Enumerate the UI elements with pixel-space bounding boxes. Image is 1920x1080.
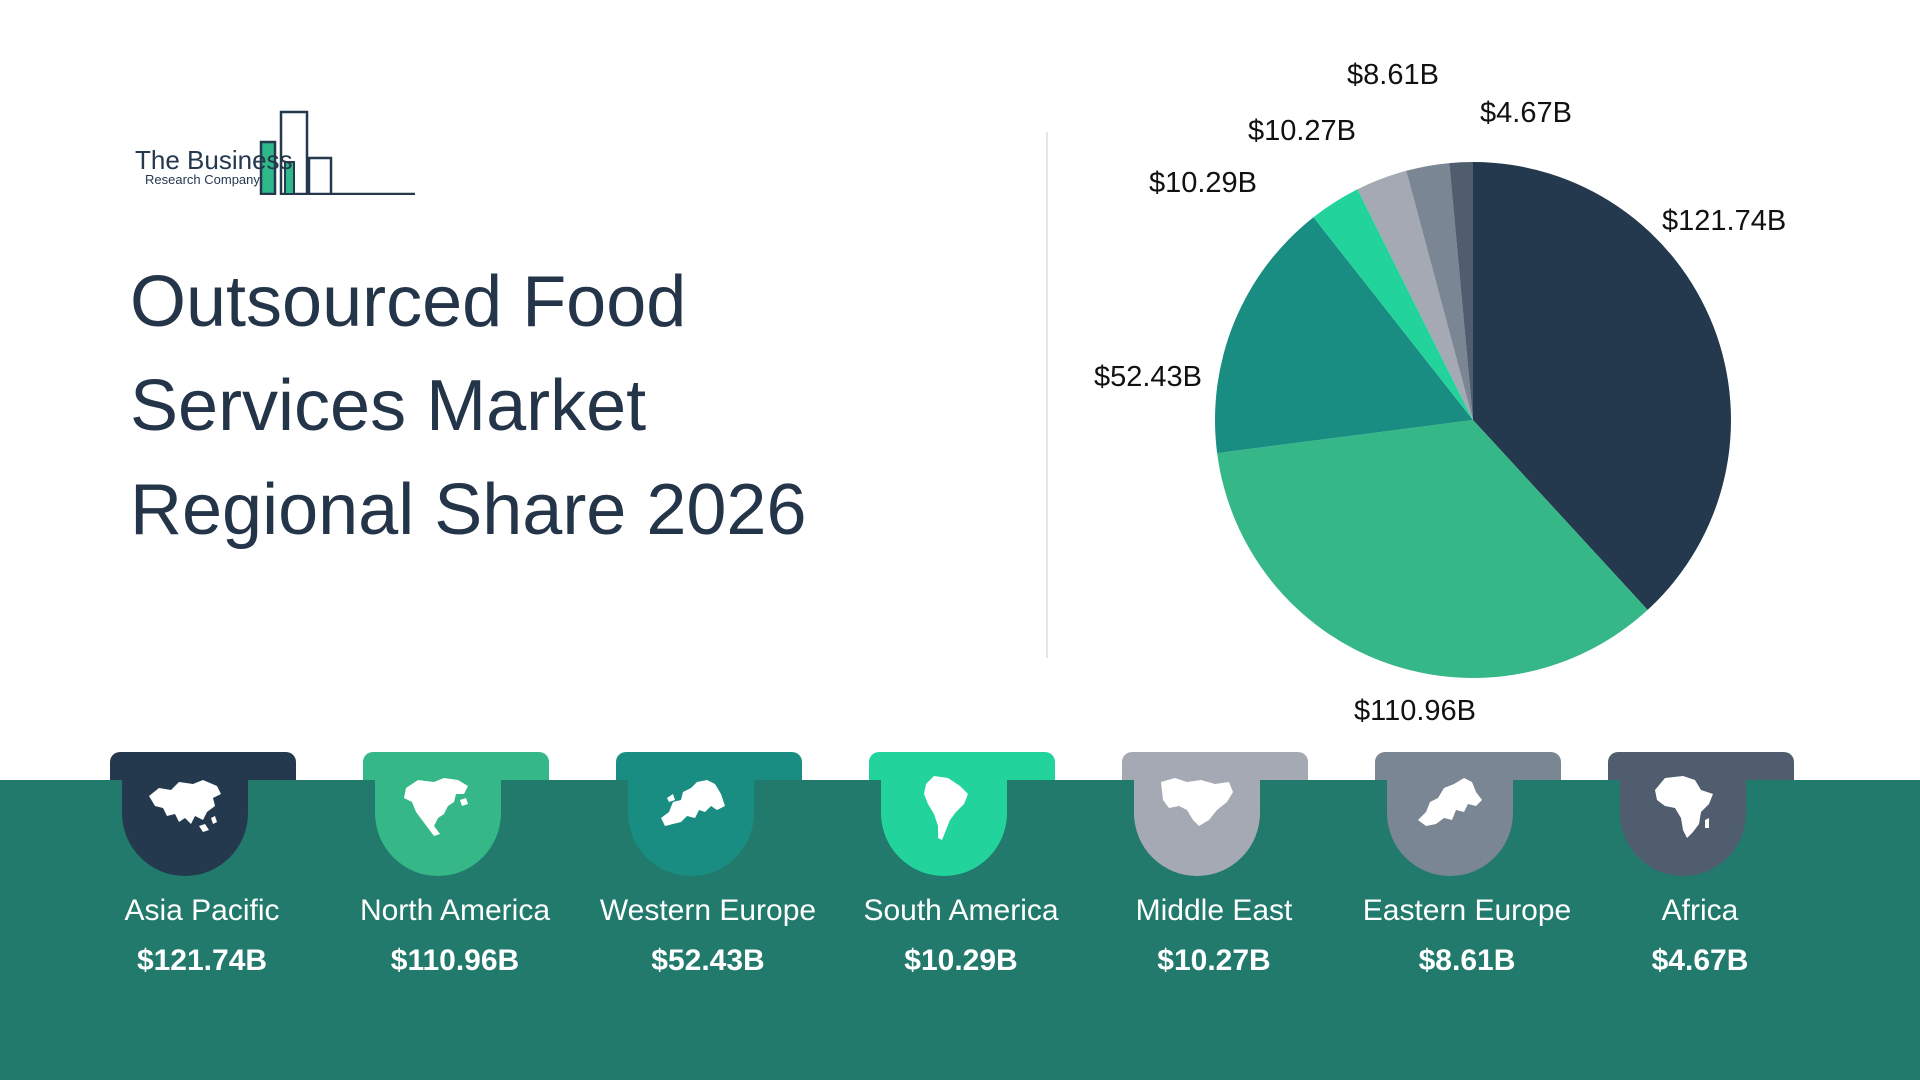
western-europe-map-icon xyxy=(661,780,725,826)
pie-chart: $121.74B $110.96B $52.43B $10.29B $10.27B $8.… xyxy=(1094,59,1786,727)
pie-label-eastern-europe: $8.61B xyxy=(1347,59,1439,91)
pie-slice-south-america xyxy=(1313,189,1473,420)
pie-label-north-america: $110.96B xyxy=(1354,695,1476,727)
region-value: $121.74B xyxy=(136,944,268,977)
region-badge xyxy=(375,752,501,876)
asia-map-icon xyxy=(149,780,221,832)
region-card-western-europe: Western Europe $52.43B xyxy=(583,752,833,1002)
title-line-1: Outsourced Food xyxy=(130,262,687,342)
company-logo: The Business Research Company xyxy=(133,110,418,195)
region-value: $10.29B xyxy=(904,944,1018,977)
pie-label-south-america: $10.29B xyxy=(1149,167,1257,199)
page-title: Outsourced Food Services Market Regional… xyxy=(130,250,890,562)
region-value: $110.96B xyxy=(390,944,520,977)
south-america-map-icon xyxy=(924,776,968,840)
pie-label-middle-east: $10.27B xyxy=(1248,115,1356,147)
title-line-2: Services Market xyxy=(130,366,647,446)
title-line-3: Regional Share 2026 xyxy=(130,470,807,550)
logo-tagline: Research Company xyxy=(145,172,260,187)
region-name: South America xyxy=(863,894,1059,927)
region-name: Asia Pacific xyxy=(124,894,280,927)
region-value: $4.67B xyxy=(1651,944,1749,977)
middle-east-map-icon xyxy=(1161,778,1233,826)
pie-slice-north-america xyxy=(1217,420,1648,678)
region-name: North America xyxy=(359,894,551,927)
region-badge xyxy=(1387,752,1513,876)
region-card-eastern-europe: Eastern Europe $8.61B xyxy=(1342,752,1592,1002)
region-badge xyxy=(1134,752,1260,876)
africa-map-icon xyxy=(1655,776,1713,838)
region-value: $10.27B xyxy=(1157,944,1271,977)
region-card-asia-pacific: Asia Pacific $121.74B xyxy=(77,752,327,1002)
region-card-north-america: North America $110.96B xyxy=(330,752,580,1002)
region-card-africa: Africa $4.67B xyxy=(1575,752,1825,1002)
region-badge xyxy=(881,752,1007,876)
pie-label-western-europe: $52.43B xyxy=(1094,361,1202,393)
north-america-map-icon xyxy=(404,778,468,836)
eastern-europe-map-icon xyxy=(1418,778,1482,826)
logo-name: The Business xyxy=(135,145,293,175)
region-badge xyxy=(628,752,754,876)
pie-slice-middle-east xyxy=(1357,170,1473,420)
pie-slice-western-europe xyxy=(1215,217,1473,454)
vertical-divider xyxy=(1046,132,1048,658)
region-name: Middle East xyxy=(1135,894,1293,927)
pie-slice-asia-pacific xyxy=(1473,162,1731,610)
region-badge xyxy=(1620,752,1746,876)
region-card-middle-east: Middle East $10.27B xyxy=(1089,752,1339,1002)
region-card-south-america: South America $10.29B xyxy=(836,752,1086,1002)
region-name: Western Europe xyxy=(599,894,817,927)
region-name: Africa xyxy=(1661,894,1739,927)
pie-label-asia-pacific: $121.74B xyxy=(1662,205,1786,237)
pie-label-africa: $4.67B xyxy=(1480,97,1572,129)
region-name: Eastern Europe xyxy=(1362,894,1572,927)
region-badge xyxy=(122,752,248,876)
pie-slice-africa xyxy=(1449,162,1473,420)
region-value: $8.61B xyxy=(1418,944,1516,977)
logo-buildings-icon xyxy=(259,110,415,195)
region-value: $52.43B xyxy=(651,944,765,977)
pie-slice-eastern-europe xyxy=(1406,163,1473,420)
